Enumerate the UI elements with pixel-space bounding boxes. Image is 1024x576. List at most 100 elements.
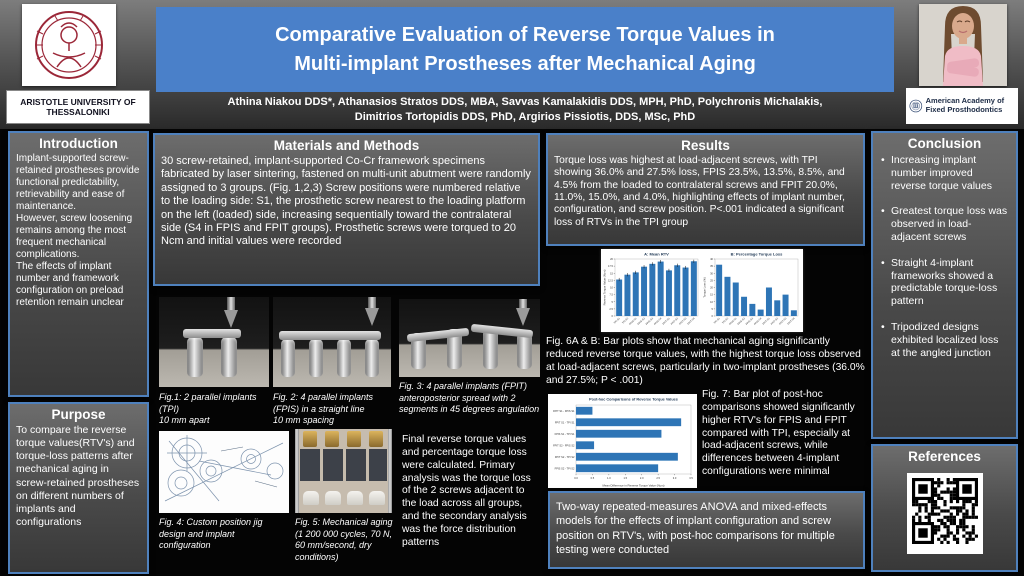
svg-text:10: 10 — [610, 286, 613, 290]
fig7-posthoc-chart: Post-hoc Comparisons of Reverse Torque V… — [548, 394, 697, 488]
svg-text:FPIT S2 - TPI S2: FPIT S2 - TPI S2 — [555, 455, 575, 459]
svg-text:Post-hoc Comparisons of Revers: Post-hoc Comparisons of Reverse Torque V… — [589, 398, 678, 402]
loading-tip — [224, 310, 238, 328]
purpose-body: To compare the reverse torque values(RTV… — [16, 424, 140, 528]
svg-text:30: 30 — [710, 271, 713, 275]
svg-text:Reverse Torque Value (Ncm): Reverse Torque Value (Ncm) — [603, 270, 607, 306]
svg-text:FPIS-S2: FPIS-S2 — [737, 317, 746, 326]
svg-text:10: 10 — [710, 300, 713, 304]
machine-panel — [346, 449, 366, 481]
panel-purpose: Purpose To compare the reverse torque va… — [8, 402, 149, 574]
fig4-caption: Fig. 4: Custom position jig design and i… — [159, 517, 263, 551]
machine-cup — [347, 491, 363, 505]
machine-rail — [388, 429, 392, 513]
fig6b-torque-loss-chart: B: Percentage Torque Loss Torque Loss (%)… — [703, 252, 799, 326]
conclusion-list: Increasing implant number improved rever… — [879, 154, 1010, 359]
fig6-bar-charts: A: Mean RTV Reverse Torque Value (Ncm) 0 2.… — [601, 249, 803, 332]
svg-text:TPI-S2: TPI-S2 — [722, 317, 730, 325]
loading-tip — [365, 308, 379, 326]
qr-code — [906, 473, 983, 554]
svg-text:A: Mean RTV: A: Mean RTV — [644, 252, 669, 257]
academy-logo: American Academy of Fixed Prosthodontics — [906, 88, 1018, 124]
svg-text:40: 40 — [710, 257, 713, 261]
svg-text:FPIS-S4: FPIS-S4 — [654, 317, 663, 326]
machine-cylinder — [303, 431, 317, 447]
methods-body: 30 screw-retained, implant-supported Co-… — [161, 155, 531, 248]
loading-piston — [368, 297, 376, 309]
svg-text:2.5: 2.5 — [609, 307, 613, 311]
academy-seal-icon — [909, 99, 923, 113]
svg-text:FPIT-S3: FPIT-S3 — [679, 317, 688, 326]
svg-text:FPIS S1 - TPI S1: FPIS S1 - TPI S1 — [555, 432, 575, 436]
svg-text:TPI-S1: TPI-S1 — [613, 317, 621, 325]
svg-text:FPIT-S1: FPIT-S1 — [662, 317, 671, 326]
svg-text:20: 20 — [710, 286, 713, 290]
svg-text:FPIT-S2: FPIT-S2 — [670, 317, 679, 326]
svg-text:FPIT-S2: FPIT-S2 — [770, 317, 779, 326]
fig5-photo — [295, 429, 392, 513]
svg-text:B: Percentage Torque Loss: B: Percentage Torque Loss — [731, 252, 783, 257]
authors-line2: Dimitrios Tortopidis DDS, PhD, Argirios … — [354, 110, 696, 123]
author-photo — [919, 4, 1007, 86]
svg-text:2.0: 2.0 — [640, 476, 644, 480]
academy-label: American Academy of Fixed Prosthodontics — [925, 96, 1005, 114]
svg-text:FPIS-S1: FPIS-S1 — [629, 317, 638, 326]
panel-conclusion: Conclusion Increasing implant number imp… — [871, 131, 1018, 439]
implant-cylinder — [187, 337, 203, 377]
svg-text:1.0: 1.0 — [607, 476, 611, 480]
implant-cylinder — [447, 329, 462, 369]
machine-cup — [369, 491, 385, 505]
methods-heading: Materials and Methods — [273, 138, 420, 153]
university-label: ARISTOTLE UNIVERSITY OF THESSALONIKI — [6, 90, 150, 124]
svg-text:0.0: 0.0 — [574, 476, 578, 480]
svg-text:20: 20 — [610, 257, 613, 261]
svg-text:FPIS-S4: FPIS-S4 — [754, 317, 763, 326]
panel-introduction: Introduction Implant-supported screw-ret… — [8, 131, 149, 397]
implant-cylinder — [483, 329, 498, 369]
panel-references: References — [871, 444, 1018, 572]
poster-title-line1: Comparative Evaluation of Reverse Torque… — [275, 23, 775, 46]
analysis-note: Final reverse torque values and percenta… — [402, 434, 531, 548]
svg-text:2.5: 2.5 — [656, 476, 660, 480]
fig2-photo — [273, 297, 391, 387]
introduction-body: Implant-supported screw-retained prosthe… — [16, 153, 140, 308]
university-logo — [22, 4, 116, 86]
conclusion-bullet: Tripodized designs exhibited localized l… — [879, 321, 1010, 359]
svg-text:0: 0 — [712, 314, 714, 318]
implant-cylinder — [281, 339, 295, 377]
svg-text:FPIT S1 - TPI S1: FPIT S1 - TPI S1 — [555, 420, 575, 424]
svg-text:1.5: 1.5 — [623, 476, 627, 480]
conclusion-bullet: Increasing implant number improved rever… — [879, 154, 1010, 192]
qr-code-icon — [911, 478, 978, 544]
results-heading: Results — [681, 138, 730, 153]
svg-text:35: 35 — [710, 264, 713, 268]
svg-text:FPIS S2 - TPI S2: FPIS S2 - TPI S2 — [555, 466, 575, 470]
svg-text:Mean Difference in Reverse Tor: Mean Difference in Reverse Torque Value … — [602, 484, 664, 488]
machine-cylinder — [369, 431, 383, 447]
implant-cylinder — [365, 339, 379, 377]
fig1-caption: Fig.1: 2 parallel implants (TPI) 10 mm a… — [159, 392, 257, 426]
svg-text:FPIT-S3: FPIT-S3 — [779, 317, 788, 326]
machine-cup — [303, 491, 319, 505]
title-box: Comparative Evaluation of Reverse Torque… — [156, 7, 894, 92]
panel-methods: Materials and Methods 30 screw-retained,… — [153, 133, 540, 286]
panel-results: Results Torque loss was highest at load-… — [546, 133, 865, 246]
fig2-caption: Fig. 2: 4 parallel implants (FPIS) in a … — [273, 392, 374, 426]
svg-text:7.5: 7.5 — [609, 293, 613, 297]
authors: Athina Niakou DDS*, Athanasios Stratos D… — [156, 95, 894, 125]
author-portrait-icon — [919, 4, 1007, 86]
fig7-caption: Fig. 7: Bar plot of post-hoc comparisons… — [702, 389, 855, 478]
svg-text:3.5: 3.5 — [689, 476, 693, 480]
loading-piston — [227, 297, 235, 311]
fig6-caption: Fig. 6A & B: Bar plots show that mechani… — [546, 336, 865, 386]
framework-bar — [279, 331, 381, 340]
svg-text:FPIT S2 - FPIS S2: FPIT S2 - FPIS S2 — [553, 443, 575, 447]
machine-rail — [295, 429, 299, 513]
references-heading: References — [908, 449, 981, 464]
purpose-heading: Purpose — [51, 407, 106, 422]
fig5-caption: Fig. 5: Mechanical aging (1 200 000 cycl… — [295, 517, 393, 563]
conclusion-heading: Conclusion — [907, 136, 982, 151]
conclusion-bullet: Straight 4-implant frameworks showed a p… — [879, 257, 1010, 308]
svg-text:FPIS-S2: FPIS-S2 — [637, 317, 646, 326]
